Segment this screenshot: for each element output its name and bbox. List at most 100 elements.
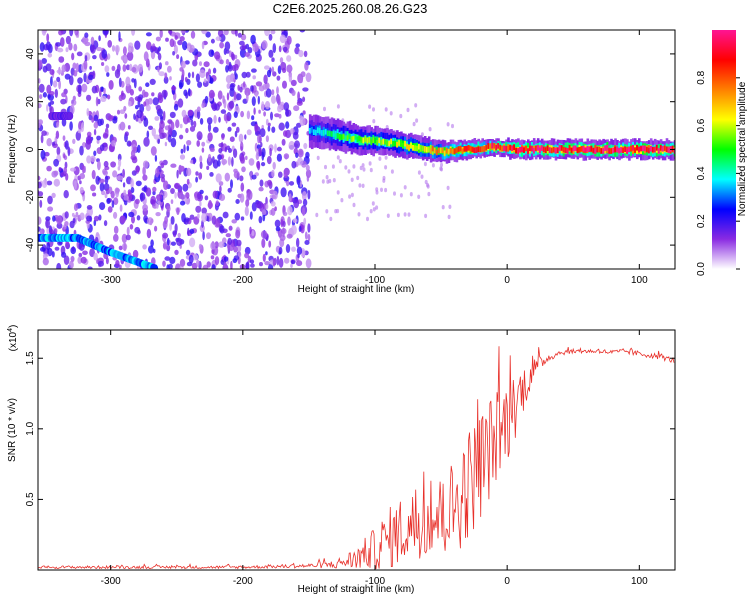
heatmap-cell bbox=[602, 148, 605, 154]
heatmap-cell bbox=[212, 67, 217, 74]
heatmap-cell bbox=[515, 147, 518, 154]
heatmap-cell bbox=[632, 148, 635, 154]
heatmap-cell bbox=[661, 145, 665, 152]
heatmap-cell bbox=[348, 134, 352, 144]
heatmap-cell bbox=[659, 145, 663, 151]
heatmap-cell bbox=[125, 76, 131, 87]
heatmap-cell bbox=[235, 93, 242, 101]
heatmap-cell bbox=[39, 94, 43, 100]
heatmap-cell bbox=[219, 41, 225, 49]
heatmap-cell bbox=[440, 162, 443, 168]
heatmap-cell bbox=[278, 113, 282, 119]
heatmap-cell bbox=[417, 170, 421, 175]
heatmap-cell bbox=[206, 117, 213, 125]
heatmap-cell bbox=[178, 165, 184, 171]
colorbar-label: Normalized spectral amplitude bbox=[737, 81, 748, 216]
x-tick-label: -100 bbox=[365, 275, 385, 286]
heatmap-cell bbox=[196, 259, 200, 267]
heatmap-cell bbox=[100, 95, 107, 103]
heatmap-cell bbox=[187, 45, 191, 52]
heatmap-cell bbox=[271, 89, 275, 96]
y-tick-label: -40 bbox=[25, 237, 36, 252]
heatmap-cell bbox=[90, 36, 95, 46]
y-tick-label: 0.5 bbox=[25, 492, 36, 506]
heatmap-cell bbox=[240, 110, 245, 118]
heatmap-cell bbox=[39, 42, 45, 52]
heatmap-cell bbox=[237, 32, 242, 38]
heatmap-cell bbox=[296, 100, 303, 106]
heatmap-cell bbox=[437, 147, 441, 154]
heatmap-cell bbox=[143, 101, 147, 107]
heatmap-cell bbox=[165, 37, 169, 42]
heatmap-cell bbox=[179, 258, 186, 267]
heatmap-cell bbox=[523, 147, 526, 153]
heatmap-cell bbox=[384, 187, 388, 193]
heatmap-cell bbox=[240, 141, 244, 152]
heatmap-cell bbox=[223, 113, 228, 122]
heatmap-cell bbox=[372, 107, 375, 112]
heatmap-cell bbox=[491, 142, 494, 149]
heatmap-cell bbox=[267, 122, 271, 127]
heatmap-cell bbox=[297, 253, 300, 259]
heatmap-cell bbox=[199, 224, 205, 233]
heatmap-cell bbox=[415, 118, 419, 123]
heatmap-cell bbox=[244, 87, 251, 97]
heatmap-cells bbox=[38, 30, 675, 269]
heatmap-cell bbox=[104, 193, 108, 199]
heatmap-cell bbox=[233, 63, 239, 71]
heatmap-cell bbox=[298, 115, 304, 120]
heatmap-cell bbox=[187, 72, 191, 78]
heatmap-cell bbox=[291, 160, 297, 169]
heatmap-cell bbox=[552, 146, 556, 153]
x-tick-label: 0 bbox=[504, 275, 510, 286]
heatmap-cell bbox=[271, 57, 275, 62]
heatmap-cell bbox=[103, 160, 109, 168]
heatmap-cell bbox=[38, 78, 41, 84]
heatmap-cell bbox=[580, 146, 584, 152]
heatmap-cell bbox=[598, 146, 601, 153]
heatmap-cell bbox=[93, 215, 100, 222]
heatmap-cell bbox=[158, 62, 162, 70]
heatmap-cell bbox=[217, 90, 223, 100]
heatmap-cell bbox=[42, 253, 49, 258]
heatmap-cell bbox=[182, 40, 188, 51]
heatmap-cell bbox=[111, 65, 116, 71]
heatmap-cell bbox=[218, 116, 221, 123]
heatmap-cell bbox=[251, 202, 257, 212]
heatmap-cell bbox=[493, 146, 496, 152]
heatmap-cell bbox=[208, 68, 211, 75]
heatmap-cell bbox=[113, 211, 118, 219]
heatmap-cell bbox=[289, 128, 295, 135]
heatmap-cell bbox=[179, 134, 184, 140]
heatmap-cell bbox=[86, 108, 90, 117]
heatmap-cell bbox=[244, 206, 249, 217]
heatmap-cell bbox=[280, 61, 287, 71]
heatmap-cell bbox=[325, 209, 329, 214]
heatmap-cell bbox=[296, 237, 300, 248]
heatmap-cell bbox=[186, 178, 190, 185]
heatmap-cell bbox=[180, 30, 186, 34]
heatmap-cell bbox=[234, 212, 241, 221]
heatmap-cell bbox=[170, 129, 177, 138]
heatmap-cell bbox=[283, 171, 288, 179]
spectrogram-x-label: Height of straight line (km) bbox=[298, 284, 415, 295]
heatmap-cell bbox=[128, 211, 135, 218]
heatmap-cell bbox=[419, 145, 423, 152]
heatmap-cell bbox=[112, 170, 118, 178]
heatmap-cell bbox=[255, 200, 262, 209]
heatmap-cell bbox=[58, 30, 64, 36]
heatmap-cell bbox=[228, 225, 233, 231]
heatmap-cell bbox=[280, 101, 285, 110]
heatmap-cell bbox=[600, 148, 603, 154]
heatmap-cell bbox=[217, 154, 222, 161]
heatmap-cell bbox=[226, 115, 230, 122]
heatmap-cell bbox=[303, 217, 307, 225]
heatmap-cell bbox=[246, 110, 251, 120]
heatmap-cell bbox=[297, 148, 304, 158]
heatmap-cell bbox=[218, 147, 223, 154]
heatmap-cell bbox=[86, 215, 92, 222]
heatmap-cell bbox=[175, 237, 180, 242]
heatmap-cell bbox=[61, 92, 67, 98]
heatmap-cell bbox=[226, 92, 230, 101]
heatmap-cell bbox=[101, 190, 106, 196]
